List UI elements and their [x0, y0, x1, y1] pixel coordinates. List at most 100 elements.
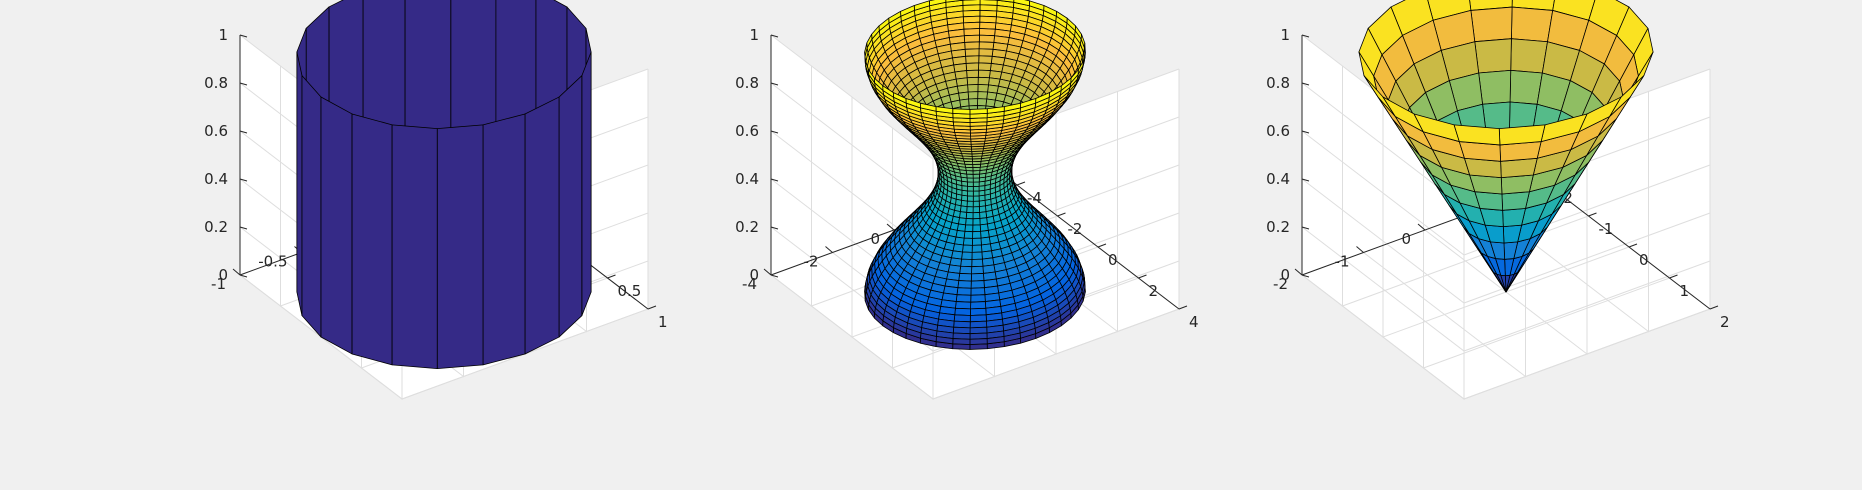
- surface-patch: [351, 113, 393, 366]
- z-tick-label: 0.2: [735, 218, 759, 236]
- surface-patch: [972, 224, 981, 233]
- z-tick: [239, 178, 248, 182]
- z-tick-label: 0.6: [204, 122, 228, 140]
- surface-patch: [1474, 38, 1512, 74]
- surface-patch: [964, 224, 974, 233]
- z-tick: [1301, 226, 1310, 230]
- surface-patch: [972, 206, 980, 214]
- grid-line-z: [770, 226, 1180, 352]
- surface-patch: [972, 230, 982, 239]
- y-tick-label: -1: [1599, 220, 1614, 238]
- surface-patch: [952, 108, 971, 115]
- z-tick: [1301, 34, 1310, 38]
- z-tick: [770, 82, 779, 86]
- z-tick: [239, 226, 248, 230]
- surface-patch: [1502, 208, 1526, 228]
- surface-patch: [964, 41, 980, 50]
- surface-vase: [864, 0, 1086, 350]
- x-tick: [825, 246, 833, 253]
- z-tick-label: 0.4: [204, 170, 228, 188]
- surface-patch: [971, 265, 984, 275]
- surface-patch: [953, 320, 971, 329]
- z-tick: [1301, 274, 1310, 278]
- surface-cone: [1358, 0, 1654, 293]
- surface-patch: [963, 230, 974, 239]
- surface-patch: [965, 212, 974, 220]
- z-tick-label: 0.2: [1266, 218, 1290, 236]
- surface-patch: [1500, 174, 1534, 195]
- surface-patch: [966, 200, 974, 208]
- z-tick-label: 0.8: [1266, 74, 1290, 92]
- surface-patch: [979, 15, 997, 24]
- z-tick: [770, 274, 779, 278]
- surface-patch: [971, 237, 982, 246]
- z-tick: [770, 34, 779, 38]
- x-tick: [1356, 246, 1364, 253]
- x-tick-label: 0: [1401, 230, 1411, 248]
- z-tick-label: 0.8: [735, 74, 759, 92]
- surface-patch: [969, 338, 988, 345]
- surface-patch: [996, 0, 1015, 3]
- surface-patch: [963, 28, 981, 37]
- surface-patch: [971, 244, 983, 253]
- y-tick: [647, 305, 657, 310]
- surface-patch: [1501, 191, 1530, 211]
- surface-patch: [972, 200, 980, 208]
- y-tick: [1178, 305, 1188, 310]
- surface-patch: [968, 98, 979, 107]
- x-tick: [1294, 268, 1303, 276]
- surface-patch: [962, 237, 973, 246]
- surface-patch: [978, 41, 995, 50]
- surface-patch: [972, 177, 980, 183]
- grid-line-z: [239, 274, 649, 400]
- z-tick-label: 0: [749, 266, 759, 284]
- grid-line-z: [1301, 178, 1711, 304]
- y-tick: [1709, 305, 1719, 310]
- surface-patch: [1509, 69, 1543, 105]
- surface-patch: [978, 62, 992, 71]
- surface-patch: [966, 177, 974, 183]
- grid-line-z: [770, 34, 1180, 160]
- z-tick: [770, 130, 779, 134]
- surface-patch: [953, 314, 971, 323]
- x-tick-label: -1: [1335, 253, 1350, 271]
- surface-patch: [963, 21, 981, 30]
- y-tick-label: 2: [1149, 282, 1159, 300]
- surface-patch: [972, 195, 980, 202]
- surface-patch: [969, 307, 987, 316]
- y-tick-label: -2: [1068, 220, 1083, 238]
- grid-line-z: [1301, 274, 1711, 400]
- surface-patch: [956, 287, 972, 296]
- surface-patch: [972, 212, 981, 220]
- z-tick-label: 1: [1280, 26, 1290, 44]
- x-tick-label: -4: [742, 275, 757, 293]
- surface-patch: [969, 314, 987, 323]
- surface-patch: [1470, 6, 1513, 43]
- surface-patch: [977, 76, 990, 86]
- z-tick-label: 0.6: [1266, 122, 1290, 140]
- surface-patch: [972, 218, 981, 226]
- surface-patch: [962, 244, 973, 253]
- surface-patch: [972, 181, 980, 187]
- z-tick-label: 1: [749, 26, 759, 44]
- z-tick: [1301, 130, 1310, 134]
- z-tick-label: 0.4: [1266, 170, 1290, 188]
- surface-patch: [1511, 6, 1554, 43]
- grid-line-z: [1301, 130, 1711, 256]
- surface-patch: [964, 48, 980, 57]
- surface-patch: [977, 69, 991, 79]
- z-tick: [239, 82, 248, 86]
- surface-patch: [952, 338, 971, 345]
- surface-patch: [961, 251, 973, 260]
- surface-patch: [1498, 124, 1546, 146]
- surface-patch: [958, 273, 972, 282]
- surface-patch: [966, 195, 974, 202]
- surface-patch: [970, 273, 985, 282]
- x-tick-label: -1: [211, 275, 226, 293]
- surface-patch: [1453, 124, 1501, 146]
- surface-patch: [970, 280, 985, 289]
- z-tick-label: 1: [218, 26, 228, 44]
- surface-patch: [977, 91, 988, 100]
- y-tick-label: 4: [1189, 313, 1199, 331]
